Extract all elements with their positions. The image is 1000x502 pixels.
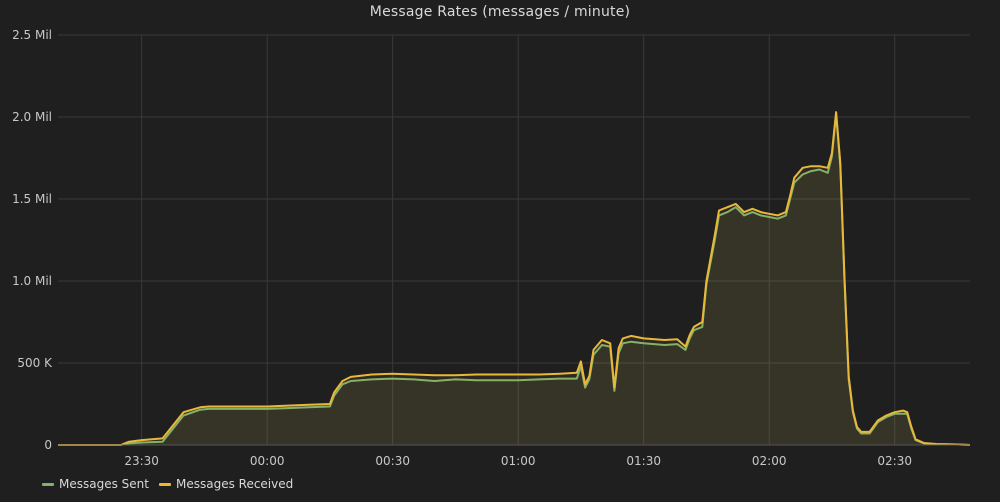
legend-item-messages-received[interactable]: Messages Received [159, 477, 293, 491]
y-tick-label: 1.5 Mil [12, 192, 52, 206]
x-tick-label: 02:30 [877, 454, 912, 468]
x-tick-label: 01:30 [626, 454, 661, 468]
x-tick-label: 00:30 [375, 454, 410, 468]
legend-swatch-messages-sent [42, 483, 54, 486]
x-tick-label: 02:00 [752, 454, 787, 468]
x-tick-label: 23:30 [124, 454, 159, 468]
legend: Messages Sent Messages Received [42, 477, 293, 491]
y-tick-label: 500 K [17, 356, 53, 370]
legend-label-messages-received: Messages Received [176, 477, 293, 491]
legend-label-messages-sent: Messages Sent [59, 477, 149, 491]
y-tick-label: 0 [44, 438, 52, 452]
legend-swatch-messages-received [159, 483, 171, 486]
y-tick-label: 1.0 Mil [12, 274, 52, 288]
y-tick-label: 2.5 Mil [12, 28, 52, 42]
legend-item-messages-sent[interactable]: Messages Sent [42, 477, 149, 491]
x-tick-label: 00:00 [250, 454, 285, 468]
y-tick-label: 2.0 Mil [12, 110, 52, 124]
series-area-messages-received [58, 112, 970, 445]
x-tick-label: 01:00 [501, 454, 536, 468]
